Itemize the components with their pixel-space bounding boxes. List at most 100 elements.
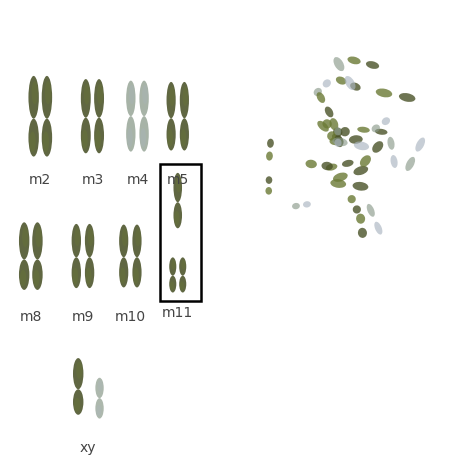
Ellipse shape: [354, 141, 369, 150]
Ellipse shape: [182, 86, 188, 106]
Ellipse shape: [334, 57, 344, 71]
Ellipse shape: [72, 257, 81, 288]
Ellipse shape: [322, 119, 332, 128]
Ellipse shape: [180, 82, 189, 118]
Ellipse shape: [387, 137, 394, 150]
Ellipse shape: [336, 76, 346, 85]
Ellipse shape: [20, 270, 26, 286]
Ellipse shape: [42, 118, 52, 156]
Ellipse shape: [347, 56, 361, 64]
Ellipse shape: [405, 157, 415, 171]
Ellipse shape: [375, 129, 387, 135]
Ellipse shape: [317, 121, 329, 132]
Ellipse shape: [181, 129, 186, 146]
Ellipse shape: [266, 152, 273, 161]
Ellipse shape: [335, 135, 343, 147]
Ellipse shape: [85, 257, 94, 288]
Ellipse shape: [94, 79, 104, 118]
Ellipse shape: [95, 130, 101, 149]
Ellipse shape: [86, 268, 91, 284]
Ellipse shape: [132, 225, 142, 257]
Ellipse shape: [127, 128, 133, 147]
Ellipse shape: [333, 128, 342, 137]
Ellipse shape: [45, 81, 51, 104]
Ellipse shape: [119, 257, 128, 287]
Ellipse shape: [334, 128, 341, 136]
Ellipse shape: [96, 405, 101, 416]
Bar: [160, 164, 201, 301]
Ellipse shape: [332, 134, 344, 145]
Ellipse shape: [179, 276, 186, 292]
Ellipse shape: [382, 117, 390, 125]
Ellipse shape: [267, 139, 274, 148]
Ellipse shape: [135, 228, 141, 246]
Ellipse shape: [360, 155, 371, 167]
Ellipse shape: [139, 116, 149, 152]
Ellipse shape: [72, 224, 81, 257]
Ellipse shape: [329, 137, 343, 145]
Ellipse shape: [342, 160, 354, 167]
Ellipse shape: [169, 276, 176, 292]
Ellipse shape: [376, 89, 392, 97]
Ellipse shape: [347, 195, 356, 203]
Ellipse shape: [142, 85, 148, 104]
Ellipse shape: [36, 227, 42, 247]
Ellipse shape: [81, 118, 91, 153]
Ellipse shape: [88, 228, 93, 246]
Ellipse shape: [98, 380, 103, 391]
Text: m3: m3: [82, 173, 103, 187]
Text: m8: m8: [19, 310, 42, 325]
Ellipse shape: [180, 282, 184, 291]
Ellipse shape: [265, 187, 272, 195]
Ellipse shape: [133, 267, 139, 284]
Ellipse shape: [357, 127, 370, 133]
Ellipse shape: [85, 224, 94, 257]
Ellipse shape: [19, 259, 29, 290]
Ellipse shape: [306, 160, 317, 168]
Ellipse shape: [172, 260, 175, 270]
Ellipse shape: [399, 93, 415, 102]
Ellipse shape: [84, 84, 90, 105]
Ellipse shape: [332, 137, 347, 146]
Ellipse shape: [366, 61, 379, 69]
Ellipse shape: [140, 128, 146, 147]
Ellipse shape: [317, 92, 325, 103]
Ellipse shape: [81, 79, 91, 118]
Ellipse shape: [345, 76, 356, 90]
Ellipse shape: [82, 130, 88, 149]
Ellipse shape: [292, 203, 300, 209]
Ellipse shape: [122, 228, 128, 246]
Ellipse shape: [73, 358, 83, 389]
Ellipse shape: [74, 398, 80, 412]
Ellipse shape: [372, 141, 383, 153]
Text: m4: m4: [127, 173, 148, 187]
Ellipse shape: [120, 267, 126, 284]
Ellipse shape: [73, 389, 83, 415]
Ellipse shape: [132, 257, 142, 287]
Ellipse shape: [374, 222, 383, 235]
Ellipse shape: [32, 81, 38, 104]
Ellipse shape: [335, 139, 342, 147]
Ellipse shape: [74, 228, 80, 246]
Ellipse shape: [179, 257, 186, 276]
Ellipse shape: [129, 85, 135, 104]
Ellipse shape: [166, 118, 176, 151]
Ellipse shape: [126, 81, 136, 116]
Ellipse shape: [367, 204, 375, 217]
Ellipse shape: [28, 76, 39, 118]
Ellipse shape: [415, 137, 425, 152]
Ellipse shape: [169, 86, 175, 106]
Text: xy: xy: [80, 441, 96, 455]
Ellipse shape: [139, 81, 149, 116]
Ellipse shape: [358, 228, 367, 238]
Ellipse shape: [173, 173, 182, 202]
Text: m2: m2: [29, 173, 51, 187]
Ellipse shape: [73, 268, 78, 284]
Ellipse shape: [325, 107, 333, 118]
Ellipse shape: [33, 270, 39, 286]
Ellipse shape: [326, 164, 337, 171]
Ellipse shape: [29, 131, 36, 152]
Ellipse shape: [95, 378, 104, 398]
Text: m9: m9: [72, 310, 94, 325]
Ellipse shape: [42, 76, 52, 118]
